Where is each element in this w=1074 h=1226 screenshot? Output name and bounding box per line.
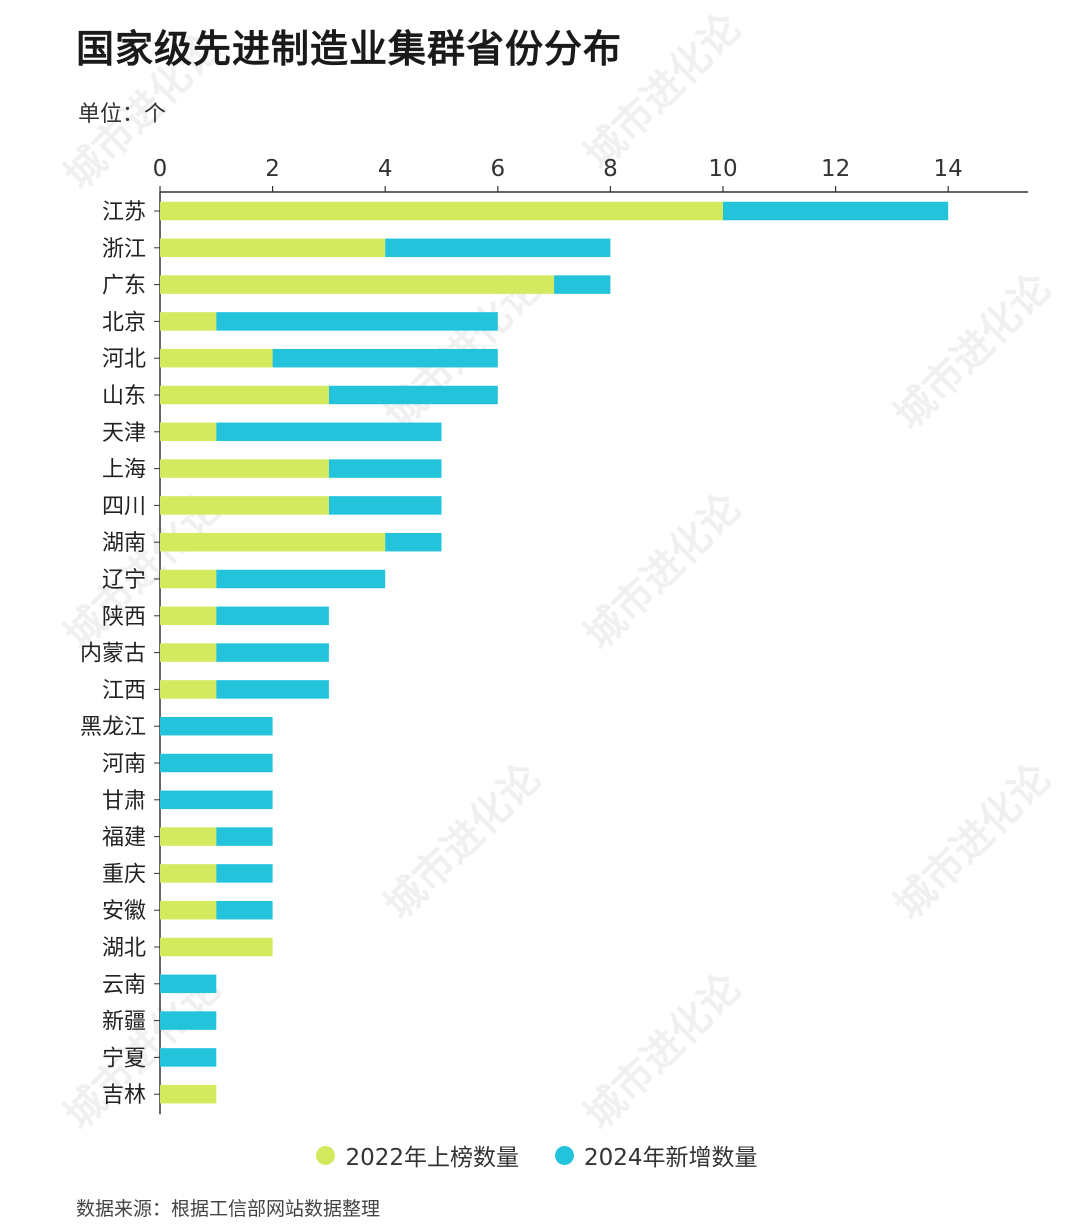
- category-label: 浙江: [102, 237, 146, 262]
- x-tick-label: 10: [708, 156, 737, 182]
- legend-label-2022: 2022年上榜数量: [345, 1145, 519, 1171]
- bar-2024: [216, 864, 273, 883]
- bar-2024: [216, 680, 329, 699]
- category-label: 江西: [102, 678, 146, 703]
- bar-2024: [216, 422, 442, 442]
- bar-2024: [328, 496, 442, 515]
- category-label: 广东: [102, 274, 146, 299]
- category-label: 宁夏: [102, 1046, 146, 1071]
- x-tick-label: 8: [603, 156, 618, 182]
- bar-2022: [160, 459, 329, 478]
- bar-2022: [160, 201, 723, 221]
- bar-2022: [160, 680, 217, 699]
- category-label: 安徽: [102, 899, 146, 924]
- category-label: 陕西: [102, 605, 146, 630]
- category-label: 甘肃: [102, 789, 146, 814]
- bar-2024: [216, 900, 273, 920]
- bar-2022: [160, 1084, 217, 1104]
- x-tick-label: 14: [934, 156, 963, 182]
- source-note: 数据来源：根据工信部网站数据整理: [76, 1198, 381, 1220]
- bar-2022: [160, 275, 555, 294]
- category-label: 山东: [102, 384, 146, 409]
- bar-2024: [272, 348, 498, 368]
- bar-2024: [328, 459, 442, 478]
- bar-2024: [216, 643, 329, 662]
- category-label: 内蒙古: [80, 642, 146, 667]
- bar-2024: [216, 569, 386, 589]
- bar-2024: [216, 312, 498, 331]
- bar-2024: [160, 790, 273, 810]
- bar-2022: [160, 422, 217, 442]
- category-label: 云南: [102, 973, 146, 998]
- bar-2022: [160, 864, 217, 883]
- category-label: 福建: [102, 826, 146, 851]
- category-label: 吉林: [102, 1083, 146, 1108]
- legend-swatch-2024: [555, 1145, 574, 1165]
- bar-2022: [160, 238, 386, 258]
- bar-2024: [160, 716, 273, 736]
- legend-item-2024: 2024年新增数量: [555, 1138, 758, 1172]
- bar-2022: [160, 606, 217, 626]
- x-tick-label: 4: [378, 156, 393, 182]
- bar-2024: [554, 275, 611, 294]
- bar-2024: [160, 753, 273, 773]
- bar-2024: [216, 606, 329, 626]
- category-label: 湖南: [102, 531, 146, 556]
- bar-2022: [160, 312, 217, 331]
- bar-2022: [160, 348, 273, 368]
- bar-2022: [160, 385, 329, 405]
- bar-2024: [160, 974, 217, 994]
- bar-2024: [328, 385, 498, 405]
- category-label: 天津: [102, 421, 146, 446]
- x-tick-label: 2: [265, 156, 280, 182]
- x-tick-label: 12: [821, 156, 850, 182]
- chart-title: 国家级先进制造业集群省份分布: [76, 27, 623, 71]
- legend: 2022年上榜数量 2024年新增数量: [0, 1138, 1074, 1172]
- category-label: 上海: [102, 458, 146, 483]
- bar-2024: [723, 201, 949, 221]
- bar-2022: [160, 827, 217, 846]
- category-label: 北京: [102, 310, 146, 335]
- bar-2022: [160, 937, 273, 957]
- category-label: 新疆: [102, 1010, 146, 1035]
- bar-2024: [160, 1048, 217, 1067]
- category-label: 河南: [102, 752, 146, 777]
- category-label: 湖北: [102, 936, 146, 961]
- x-tick-label: 6: [490, 156, 505, 182]
- bar-2022: [160, 643, 217, 662]
- category-label: 黑龙江: [80, 715, 146, 740]
- bar-2024: [385, 238, 611, 258]
- bar-2022: [160, 900, 217, 920]
- bar-2024: [385, 532, 442, 552]
- legend-label-2024: 2024年新增数量: [584, 1145, 758, 1171]
- bar-2022: [160, 569, 217, 589]
- bar-2022: [160, 496, 329, 515]
- category-label: 江苏: [102, 200, 146, 225]
- category-label: 河北: [102, 347, 146, 372]
- x-tick-label: 0: [153, 156, 168, 182]
- legend-item-2022: 2022年上榜数量: [316, 1138, 519, 1172]
- category-label: 辽宁: [102, 568, 146, 593]
- bar-2024: [216, 827, 273, 846]
- legend-swatch-2022: [316, 1145, 336, 1165]
- bar-2024: [160, 1011, 217, 1030]
- bar-2022: [160, 532, 386, 552]
- category-label: 四川: [102, 494, 146, 519]
- unit-label: 单位：个: [78, 102, 167, 127]
- category-label: 重庆: [102, 862, 146, 887]
